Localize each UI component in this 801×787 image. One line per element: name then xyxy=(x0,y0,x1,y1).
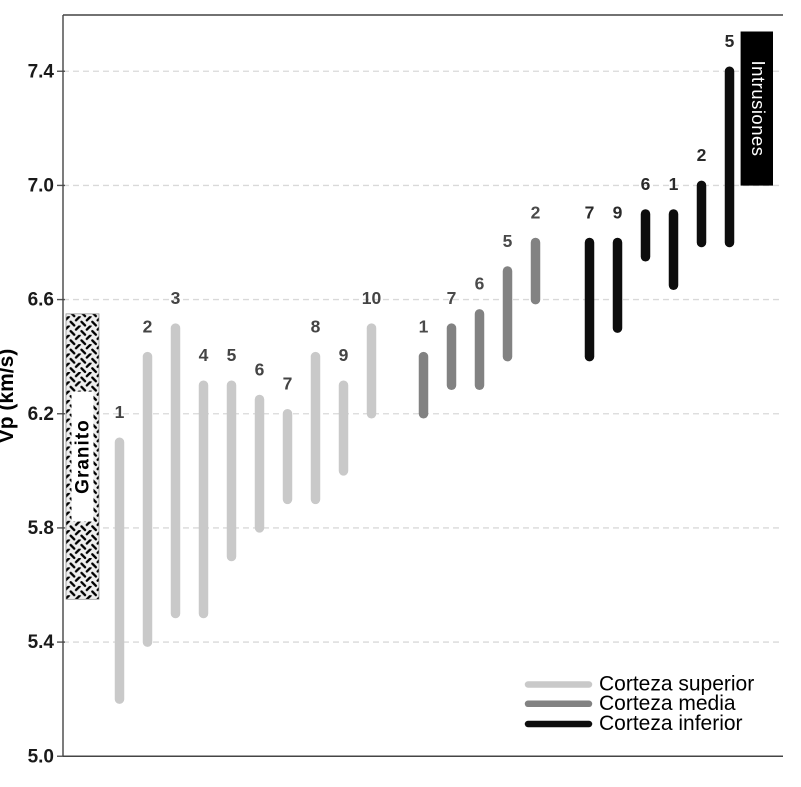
svg-text:Corteza inferior: Corteza inferior xyxy=(599,712,743,735)
svg-text:9: 9 xyxy=(339,345,349,365)
svg-text:6.2: 6.2 xyxy=(28,404,54,425)
svg-text:5: 5 xyxy=(725,31,735,51)
svg-text:6: 6 xyxy=(641,174,651,194)
svg-text:6.6: 6.6 xyxy=(28,290,54,311)
svg-text:1: 1 xyxy=(115,402,125,422)
svg-text:10: 10 xyxy=(362,288,382,308)
svg-text:6: 6 xyxy=(255,359,265,379)
svg-text:5: 5 xyxy=(227,345,237,365)
svg-text:6: 6 xyxy=(475,274,485,294)
svg-text:Vp (km/s): Vp (km/s) xyxy=(0,349,18,444)
svg-text:5.4: 5.4 xyxy=(28,632,55,653)
svg-text:Granito: Granito xyxy=(73,419,94,494)
svg-text:7.0: 7.0 xyxy=(28,175,54,196)
svg-text:8: 8 xyxy=(311,316,321,336)
svg-text:Intrusiones: Intrusiones xyxy=(748,61,769,157)
svg-text:2: 2 xyxy=(531,202,541,222)
svg-text:5.0: 5.0 xyxy=(28,746,54,767)
svg-text:1: 1 xyxy=(669,174,679,194)
svg-text:4: 4 xyxy=(199,345,209,365)
svg-text:7: 7 xyxy=(283,374,293,394)
svg-text:2: 2 xyxy=(697,145,707,165)
svg-text:5: 5 xyxy=(503,231,513,251)
svg-text:2: 2 xyxy=(143,316,153,336)
svg-text:7.4: 7.4 xyxy=(28,61,55,82)
svg-text:3: 3 xyxy=(171,288,181,308)
svg-text:1: 1 xyxy=(419,316,429,336)
svg-text:9: 9 xyxy=(613,202,623,222)
svg-text:5.8: 5.8 xyxy=(28,518,54,539)
svg-text:7: 7 xyxy=(585,202,595,222)
svg-text:7: 7 xyxy=(447,288,457,308)
